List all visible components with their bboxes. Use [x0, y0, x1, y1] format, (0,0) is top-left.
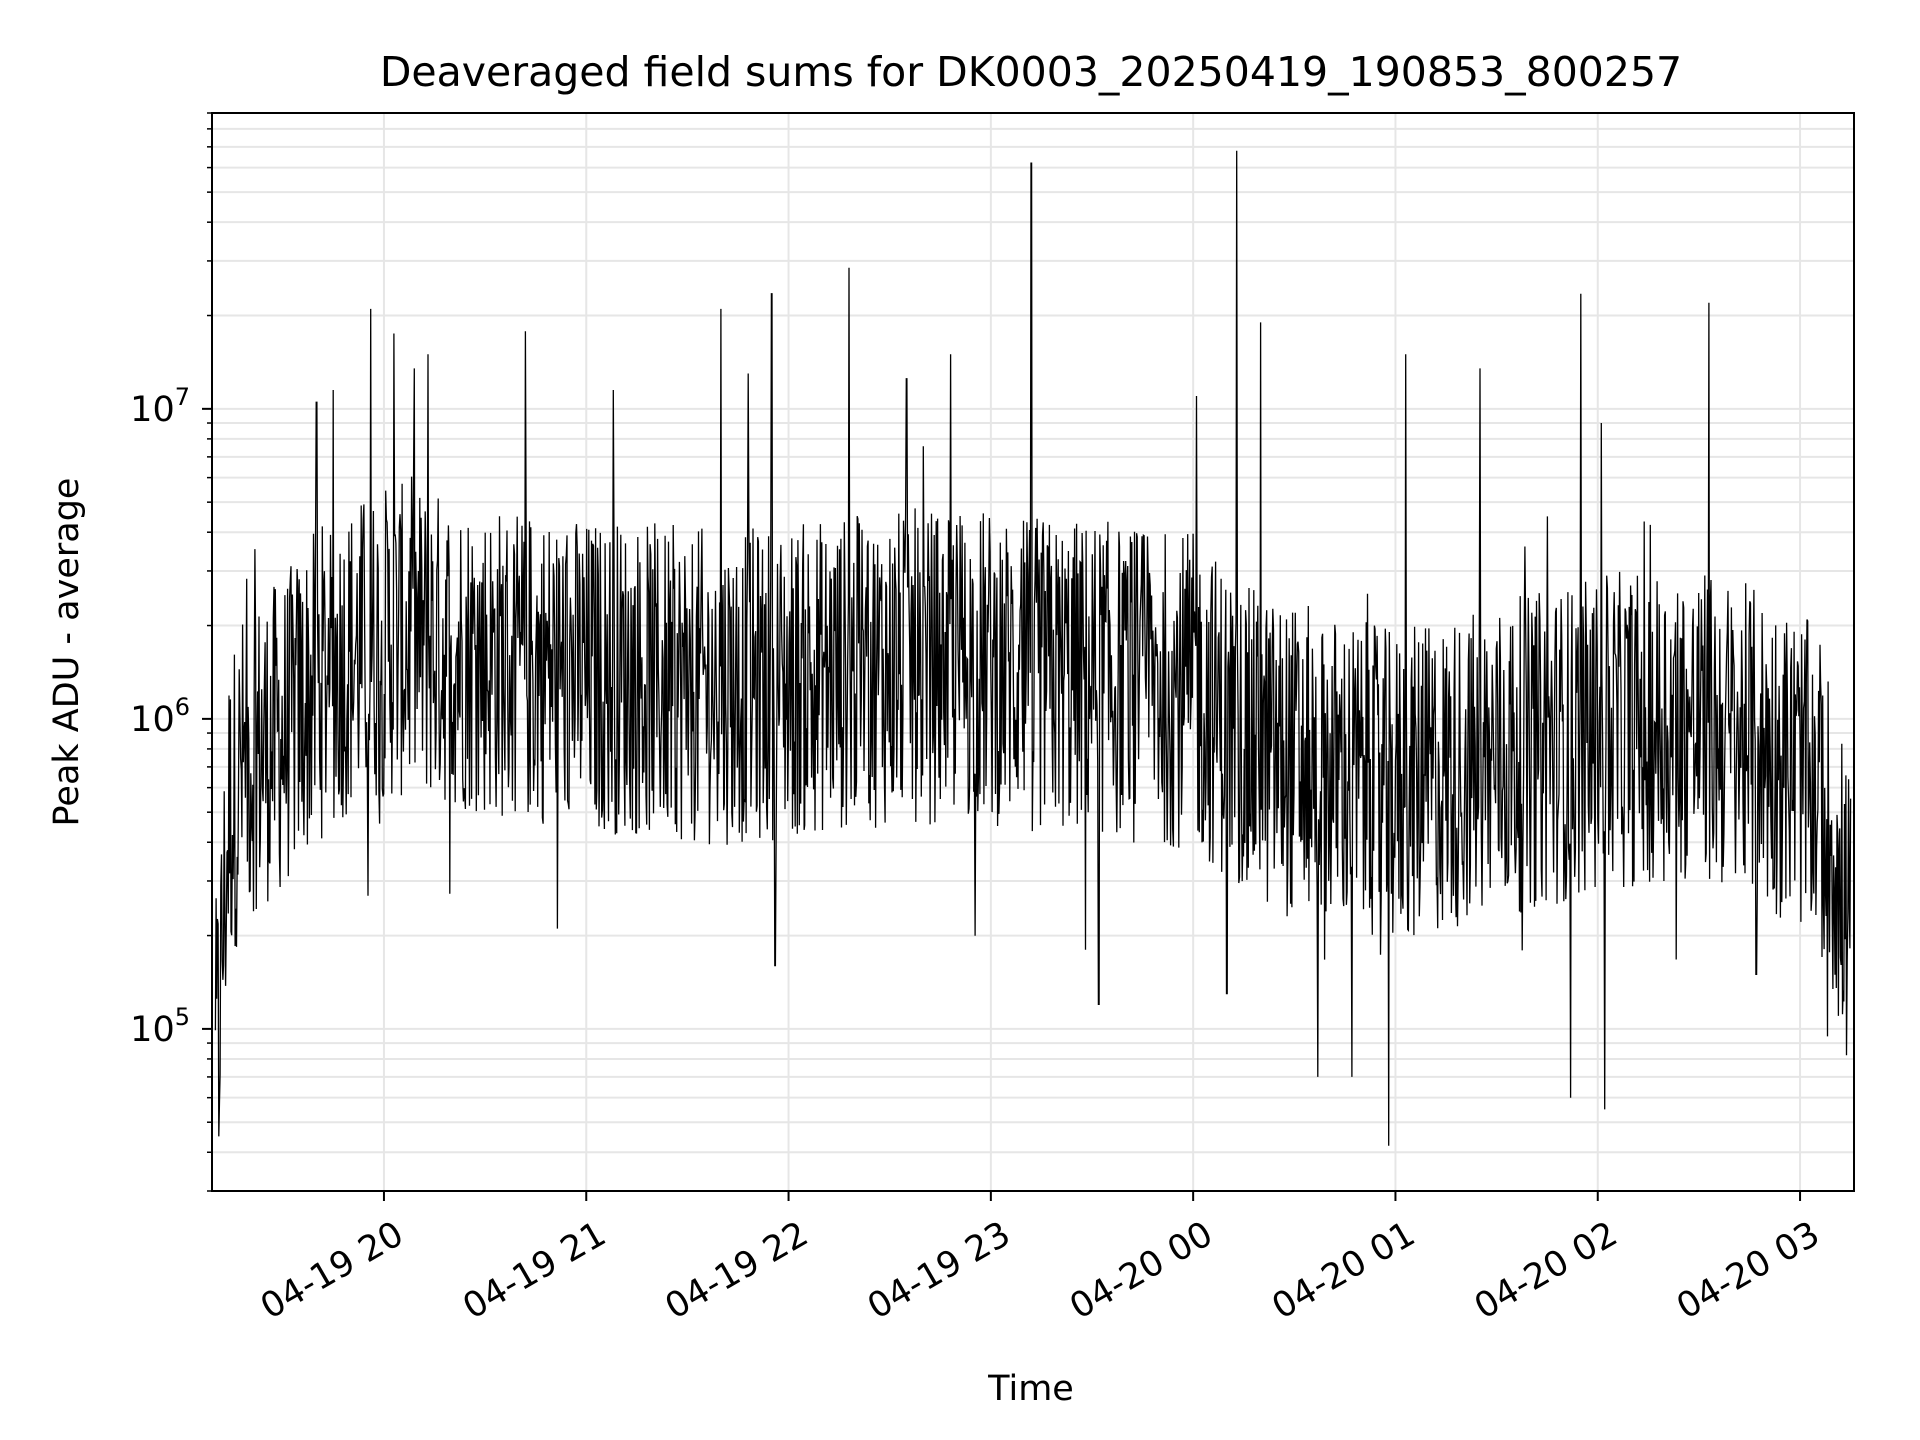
- x-axis-label: Time: [987, 1369, 1074, 1409]
- plot-frame: [211, 112, 1855, 1192]
- series-line: [214, 150, 1852, 1146]
- y-axis-label: Peak ADU - average: [47, 478, 87, 827]
- y-tick-label: 106: [130, 693, 190, 740]
- y-tick-label: 107: [130, 383, 190, 430]
- chart-title: Deaveraged field sums for DK0003_2025041…: [380, 48, 1682, 96]
- y-tick-label: 105: [130, 1003, 190, 1050]
- plot-area: [214, 150, 1852, 1146]
